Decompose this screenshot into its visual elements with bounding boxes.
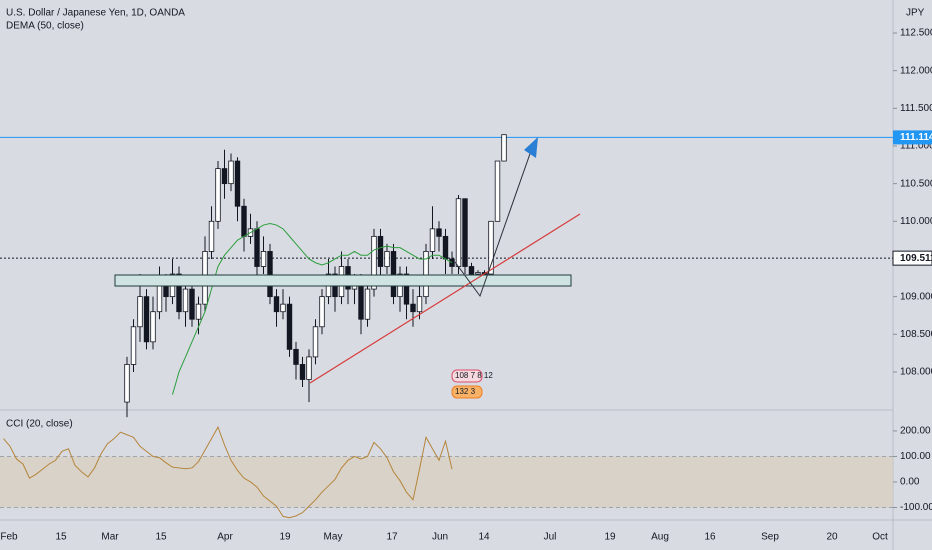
price-label-box <box>892 250 932 266</box>
candle-body <box>423 251 429 298</box>
candle-body <box>306 356 312 380</box>
candle-body <box>358 281 364 320</box>
candle-body <box>377 235 384 267</box>
chart-title: U.S. Dollar / Japanese Yen, 1D, OANDA <box>6 8 185 19</box>
projection-arrow <box>454 147 533 298</box>
x-tick-label: Oct <box>872 532 888 543</box>
candle-body <box>189 288 195 320</box>
candle-body <box>208 220 215 252</box>
y-tick-label: 110.500 <box>900 178 932 189</box>
drawings <box>114 137 581 384</box>
x-tick-label: 19 <box>604 532 616 543</box>
candle-body <box>468 266 475 275</box>
price-label-box <box>893 130 932 145</box>
candle-body <box>462 198 468 267</box>
event-badge <box>451 369 483 383</box>
candle-body <box>371 235 377 290</box>
event-badge-text: 132 3 <box>455 387 476 396</box>
candle-body <box>488 220 494 275</box>
candle-body <box>221 168 228 185</box>
arrow-head <box>524 137 538 158</box>
cci-band <box>0 456 893 508</box>
x-tick-label: 15 <box>55 532 67 543</box>
candle-body <box>403 273 410 305</box>
candle-body <box>416 296 423 313</box>
x-tick-label: 14 <box>478 532 490 543</box>
candle-body <box>475 272 481 275</box>
x-tick-label: Mar <box>101 532 119 543</box>
y-tick-label: 108.000 <box>900 367 932 378</box>
y-tick-label: -100.00 <box>900 502 932 513</box>
candle-body <box>130 326 137 365</box>
candle-body <box>455 198 462 267</box>
y-tick-label: 112.000 <box>900 65 932 76</box>
candle-body <box>312 326 319 358</box>
y-tick-label: 100.00 <box>900 451 931 462</box>
x-tick-label: 20 <box>826 532 838 543</box>
x-tick-label: 19 <box>279 532 291 543</box>
candle-body <box>228 160 234 185</box>
candle-body <box>234 160 241 207</box>
x-tick-label: Aug <box>651 532 669 543</box>
candle-body <box>273 296 280 313</box>
candle-body <box>436 228 442 237</box>
candle-body <box>241 205 247 237</box>
y-tick-label: 111.500 <box>900 103 932 114</box>
candle-body <box>124 364 130 403</box>
candle-body <box>319 296 325 328</box>
cci-line <box>3 425 453 519</box>
indicator-legend: DEMA (50, close) <box>6 21 84 32</box>
candle-body <box>293 348 299 365</box>
y-tick-label: 111.000 <box>900 141 932 152</box>
x-tick-label: Sep <box>761 532 779 543</box>
candle-body <box>182 288 189 313</box>
candle-body <box>143 296 150 343</box>
x-tick-label: 16 <box>704 532 716 543</box>
y-tick-label: 110.000 <box>900 216 932 227</box>
candle-body <box>410 303 416 313</box>
x-tick-label: 17 <box>386 532 398 543</box>
x-tick-label: Jul <box>544 532 557 543</box>
candle-body <box>215 168 221 222</box>
candle-body <box>442 235 449 260</box>
cci-title: CCI (20, close) <box>6 419 73 430</box>
candle-body <box>137 296 143 328</box>
candle-body <box>390 251 397 298</box>
x-tick-label: May <box>324 532 343 543</box>
candle-body <box>501 134 507 162</box>
candle-body <box>299 364 306 380</box>
candle-body <box>429 228 436 252</box>
event-badge-text: 108 7 8 12 <box>455 371 493 380</box>
candle-body <box>286 303 293 350</box>
candle-body <box>150 311 156 343</box>
y-tick-label: 112.500 <box>900 28 932 39</box>
indicator-line <box>172 223 453 395</box>
x-tick-label: Apr <box>217 532 233 543</box>
price-label: 109.511 <box>900 253 932 264</box>
y-tick-label: 109.000 <box>900 291 932 302</box>
x-tick-label: 15 <box>155 532 167 543</box>
candle-body <box>364 288 371 320</box>
event-badge <box>451 385 483 399</box>
candle-body <box>176 273 182 313</box>
price-label: 111.114 <box>900 132 932 143</box>
x-tick-label: Jun <box>432 532 448 543</box>
y-tick-label: 200.00 <box>900 426 931 437</box>
trend-line <box>309 213 581 384</box>
candle-body <box>195 303 202 320</box>
candle-body <box>494 160 501 222</box>
candle-body <box>449 258 455 267</box>
y-tick-label: 108.500 <box>900 329 932 340</box>
support-zone <box>114 274 572 287</box>
candle-body <box>260 251 267 267</box>
y-tick-label: 0.00 <box>900 477 920 488</box>
x-tick-label: Feb <box>0 532 18 543</box>
candle-body <box>384 251 390 267</box>
candle-body <box>254 228 260 267</box>
candle-body <box>267 251 273 298</box>
candle-body <box>280 303 286 313</box>
currency-label: JPY <box>906 8 925 19</box>
